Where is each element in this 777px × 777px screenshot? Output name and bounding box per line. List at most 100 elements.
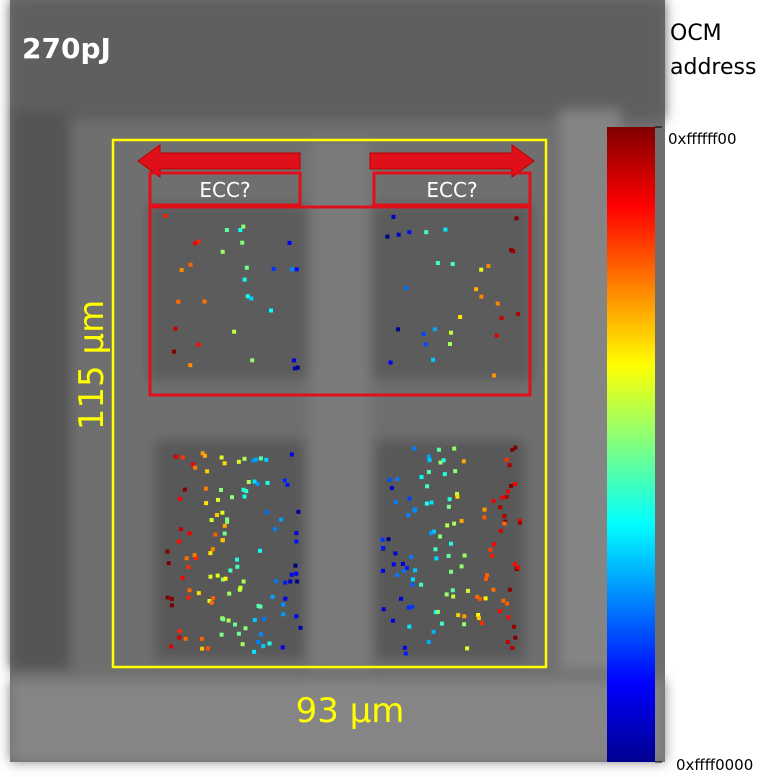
error-pixel — [290, 453, 294, 457]
error-pixel — [230, 495, 234, 499]
error-pixel — [294, 572, 298, 576]
error-pixel — [172, 350, 176, 354]
error-pixel — [165, 550, 169, 554]
error-pixel — [452, 522, 456, 526]
error-pixel — [460, 564, 464, 568]
error-pixel — [294, 531, 298, 535]
error-pixel — [453, 469, 457, 473]
error-pixel — [264, 458, 268, 462]
error-pixel — [187, 565, 191, 569]
error-pixel — [434, 547, 438, 551]
error-pixel — [166, 596, 170, 600]
error-pixel — [509, 484, 513, 488]
error-pixel — [466, 589, 470, 593]
error-pixel — [413, 507, 417, 511]
error-pixel — [281, 645, 285, 649]
error-pixel — [425, 484, 429, 488]
error-pixel — [253, 480, 257, 484]
error-pixel — [169, 645, 173, 649]
error-pixel — [396, 327, 400, 331]
error-pixel — [240, 241, 244, 245]
error-pixel — [177, 636, 181, 640]
error-pixel — [508, 588, 512, 592]
error-pixel — [429, 531, 433, 535]
error-pixel — [500, 496, 504, 500]
error-pixel — [235, 558, 239, 562]
error-pixel — [389, 361, 393, 365]
error-pixel — [181, 455, 185, 459]
error-pixel — [395, 477, 399, 481]
error-pixel — [239, 586, 243, 590]
error-pixel — [425, 502, 429, 506]
error-pixel — [495, 334, 499, 338]
error-pixel — [492, 374, 496, 378]
error-pixel — [390, 486, 394, 490]
error-pixel — [227, 619, 231, 623]
error-pixel — [479, 295, 483, 299]
error-pixel — [401, 562, 405, 566]
error-pixel — [223, 461, 227, 465]
error-pixel — [221, 538, 225, 542]
error-pixel — [430, 501, 434, 505]
error-pixel — [294, 614, 298, 618]
error-pixel — [465, 646, 469, 650]
error-pixel — [445, 592, 449, 596]
height-label: 115 µm — [72, 300, 112, 430]
error-pixel — [210, 518, 214, 522]
error-pixel — [512, 625, 516, 629]
error-pixel — [269, 309, 273, 313]
error-pixel — [188, 532, 192, 536]
error-pixel — [498, 609, 502, 613]
error-pixel — [250, 358, 254, 362]
error-pixel — [241, 642, 245, 646]
error-pixel — [412, 447, 416, 451]
error-pixel — [436, 610, 440, 614]
error-pixel — [474, 287, 478, 291]
error-pixel — [183, 488, 187, 492]
error-pixel — [204, 501, 208, 505]
error-pixel — [413, 568, 417, 572]
error-pixel — [432, 630, 436, 634]
figure: ECC? ECC? 270pJ 115 µm 93 µm OCM address… — [0, 0, 777, 777]
error-pixel — [225, 228, 229, 232]
error-pixel — [163, 214, 167, 218]
error-pixel — [448, 342, 452, 346]
error-pixel — [237, 632, 241, 636]
error-pixel — [244, 626, 248, 630]
error-pixel — [252, 650, 256, 654]
error-pixel — [176, 300, 180, 304]
error-pixel — [479, 268, 483, 272]
error-pixel — [216, 498, 220, 502]
error-pixel — [505, 458, 509, 462]
error-pixel — [392, 562, 396, 566]
error-pixel — [272, 267, 276, 271]
error-pixel — [228, 569, 232, 573]
region-label: ECC? — [199, 178, 250, 202]
error-pixel — [193, 553, 197, 557]
error-pixel — [485, 573, 489, 577]
error-pixel — [490, 554, 494, 558]
error-pixel — [262, 617, 266, 621]
error-pixel — [232, 330, 236, 334]
error-pixel — [403, 646, 407, 650]
error-pixel — [442, 458, 446, 462]
error-pixel — [484, 577, 488, 581]
error-pixel — [501, 599, 505, 603]
error-pixel — [237, 460, 241, 464]
error-pixel — [244, 489, 248, 493]
error-pixel — [419, 583, 423, 587]
error-pixel — [271, 595, 275, 599]
error-pixel — [513, 446, 517, 450]
error-pixel — [434, 556, 438, 560]
error-pixel — [395, 573, 399, 577]
error-pixel — [486, 264, 490, 268]
error-pixel — [424, 343, 428, 347]
error-pixel — [185, 556, 189, 560]
error-pixel — [170, 603, 174, 607]
error-pixel — [243, 278, 247, 282]
error-pixel — [221, 250, 225, 254]
error-pixel — [409, 555, 413, 559]
error-pixel — [420, 475, 424, 479]
error-pixel — [288, 580, 292, 584]
error-pixel — [492, 499, 496, 503]
